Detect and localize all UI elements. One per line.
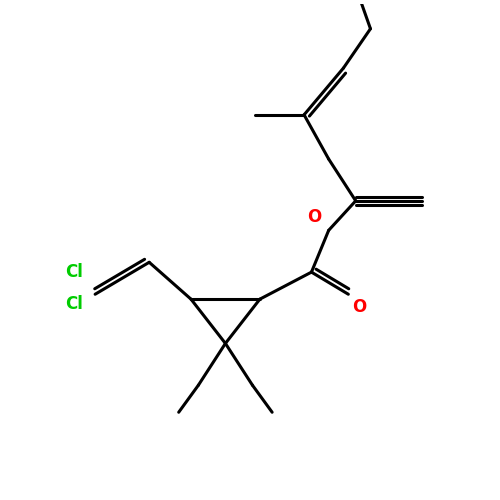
Text: O: O (352, 298, 366, 316)
Text: Cl: Cl (65, 295, 83, 313)
Text: O: O (307, 208, 322, 226)
Text: Cl: Cl (65, 263, 83, 281)
